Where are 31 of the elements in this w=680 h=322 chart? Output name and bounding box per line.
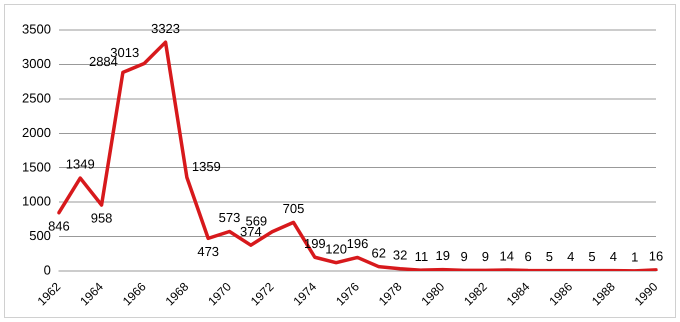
y-tick-label: 2500 — [22, 90, 51, 106]
data-label: 19 — [436, 248, 450, 264]
data-label: 473 — [197, 244, 220, 259]
data-label: 9 — [482, 248, 490, 264]
data-label: 5 — [546, 249, 553, 264]
y-tick-label: 3000 — [22, 56, 51, 71]
data-label: 120 — [325, 241, 347, 256]
y-tick-label: 1000 — [22, 194, 51, 209]
data-label: 196 — [346, 236, 368, 252]
data-label: 14 — [499, 248, 514, 264]
data-label: 4 — [567, 249, 574, 264]
data-label: 4 — [610, 249, 617, 264]
data-label: 9 — [460, 248, 468, 264]
data-label: 1349 — [66, 156, 95, 172]
data-label: 1359 — [192, 158, 221, 174]
data-label: 569 — [245, 213, 268, 228]
data-label: 5 — [588, 249, 596, 264]
y-tick-label: 1500 — [22, 159, 51, 174]
y-tick-label: 2000 — [22, 124, 51, 140]
data-label: 6 — [524, 249, 532, 264]
data-label: 705 — [282, 200, 304, 216]
data-label: 62 — [372, 245, 386, 260]
data-label: 573 — [218, 210, 240, 226]
data-label: 958 — [90, 210, 112, 226]
data-label: 32 — [392, 247, 408, 262]
data-label: 11 — [414, 248, 428, 264]
data-label: 16 — [648, 248, 664, 264]
y-tick-label: 3500 — [22, 22, 51, 37]
y-tick-label: 0 — [44, 262, 51, 278]
data-label: 1 — [631, 249, 638, 264]
data-label: 3323 — [151, 20, 180, 36]
